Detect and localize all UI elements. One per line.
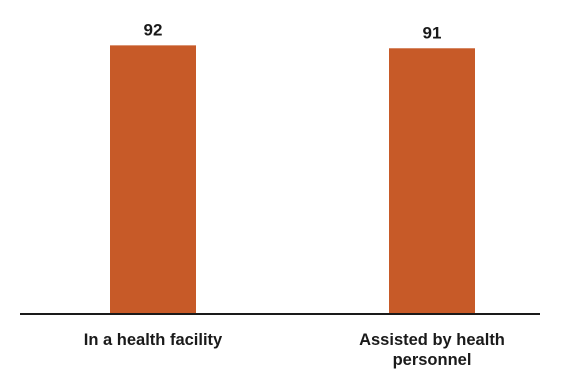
category-label-2-line-1: Assisted by health xyxy=(359,331,505,349)
category-label-1-line-1: In a health facility xyxy=(84,331,223,349)
bars-group xyxy=(110,45,475,315)
bar-2 xyxy=(389,48,475,314)
bar-1 xyxy=(110,45,196,315)
category-label-2-line-2: personnel xyxy=(393,351,472,369)
category-labels-group: In a health facility Assisted by health pe… xyxy=(84,331,505,369)
data-label-2: 91 xyxy=(423,23,442,42)
data-label-1: 92 xyxy=(144,20,163,39)
value-labels-group: 92 91 xyxy=(144,20,442,42)
